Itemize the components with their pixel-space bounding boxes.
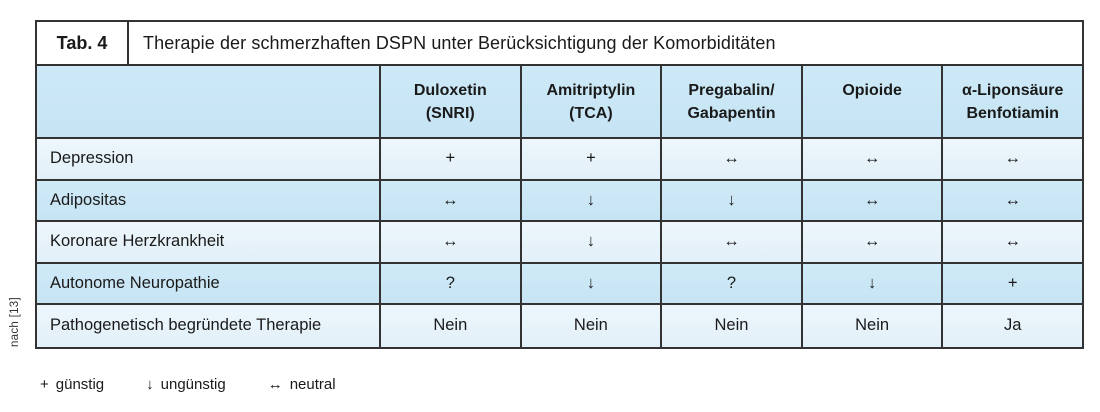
- value-cell: ↔: [941, 139, 1082, 179]
- value-cell: ↔: [941, 180, 1082, 220]
- left-right-arrow-symbol: ↔: [267, 376, 283, 393]
- row-label: Koronare Herzkrankheit: [50, 232, 225, 251]
- legend-item-favorable: + günstig: [40, 376, 104, 393]
- table-title-row: Tab. 4 Therapie der schmerzhaften DSPN u…: [37, 22, 1082, 66]
- legend: + günstig ↓ ungünstig ↔ neutral: [40, 376, 378, 393]
- value-cell: ?: [379, 263, 520, 303]
- table-header-row: Duloxetin (SNRI) Amitriptylin (TCA) Preg…: [37, 66, 1082, 139]
- value-cell: ↓: [660, 180, 801, 220]
- value-cell: +: [941, 263, 1082, 303]
- value-cell: ↔: [941, 222, 1082, 262]
- value-cell: Nein: [660, 305, 801, 347]
- column-header-line2: (TCA): [569, 104, 613, 122]
- table-row-pathogenetische-therapie: Pathogenetisch begründete Therapie Nein …: [37, 305, 1082, 347]
- value-cell: ↓: [519, 222, 661, 262]
- down-arrow-symbol: ↓: [146, 376, 154, 393]
- value-cell: Ja: [941, 305, 1082, 347]
- value-cell: Nein: [800, 305, 942, 347]
- value-cell: Nein: [379, 305, 520, 347]
- value-cell: ↔: [800, 180, 942, 220]
- column-header-amitriptylin: Amitriptylin (TCA): [519, 66, 661, 137]
- plus-symbol: +: [40, 376, 49, 393]
- column-header-line1: Amitriptylin: [546, 81, 636, 99]
- value-cell: +: [379, 139, 520, 179]
- row-label: Pathogenetisch begründete Therapie: [50, 316, 322, 335]
- column-header-line1: Pregabalin/: [688, 81, 775, 99]
- value-cell: ↓: [519, 263, 661, 303]
- value-cell: +: [519, 139, 661, 179]
- value-cell: ↔: [660, 222, 801, 262]
- column-header-duloxetin: Duloxetin (SNRI): [379, 66, 520, 137]
- value-cell: ?: [660, 263, 801, 303]
- value-cell: ↓: [519, 180, 661, 220]
- comorbidity-table: Tab. 4 Therapie der schmerzhaften DSPN u…: [35, 20, 1084, 349]
- value-cell: Nein: [519, 305, 661, 347]
- legend-label: ungünstig: [160, 376, 226, 393]
- row-label: Depression: [50, 149, 134, 168]
- column-header-line2: (SNRI): [425, 104, 475, 122]
- table-row-autonome-neuropathie: Autonome Neuropathie ? ↓ ? ↓ +: [37, 263, 1082, 305]
- table-number-label: Tab. 4: [37, 22, 129, 64]
- legend-label: neutral: [289, 376, 336, 393]
- legend-label: günstig: [55, 376, 105, 393]
- column-header-line2: Gabapentin: [687, 104, 776, 122]
- legend-item-neutral: ↔ neutral: [268, 376, 336, 393]
- corner-cell: [37, 66, 379, 137]
- column-header-pregabalin-gabapentin: Pregabalin/ Gabapentin: [660, 66, 801, 137]
- table-title: Therapie der schmerzhaften DSPN unter Be…: [143, 32, 776, 53]
- table-row-depression: Depression + + ↔ ↔ ↔: [37, 139, 1082, 181]
- value-cell: ↔: [800, 139, 942, 179]
- legend-item-unfavorable: ↓ ungünstig: [146, 376, 226, 393]
- row-label: Adipositas: [50, 190, 127, 209]
- row-label: Autonome Neuropathie: [50, 273, 220, 292]
- column-header-line2: Benfotiamin: [966, 104, 1059, 122]
- value-cell: ↔: [800, 222, 942, 262]
- source-note: nach [13]: [9, 297, 21, 348]
- value-cell: ↔: [379, 180, 520, 220]
- value-cell: ↓: [800, 263, 942, 303]
- column-header-liponsaeure-benfotiamin: α-Liponsäure Benfotiamin: [941, 66, 1082, 137]
- value-cell: ↔: [660, 139, 801, 179]
- column-header-line1: Opioide: [842, 81, 902, 99]
- column-header-line1: Duloxetin: [413, 81, 487, 99]
- value-cell: ↔: [379, 222, 520, 262]
- table-row-koronare-herzkrankheit: Koronare Herzkrankheit ↔ ↓ ↔ ↔ ↔: [37, 222, 1082, 264]
- table-row-adipositas: Adipositas ↔ ↓ ↓ ↔ ↔: [37, 180, 1082, 222]
- column-header-line1: α-Liponsäure: [961, 81, 1064, 99]
- column-header-opioide: Opioide: [800, 66, 942, 137]
